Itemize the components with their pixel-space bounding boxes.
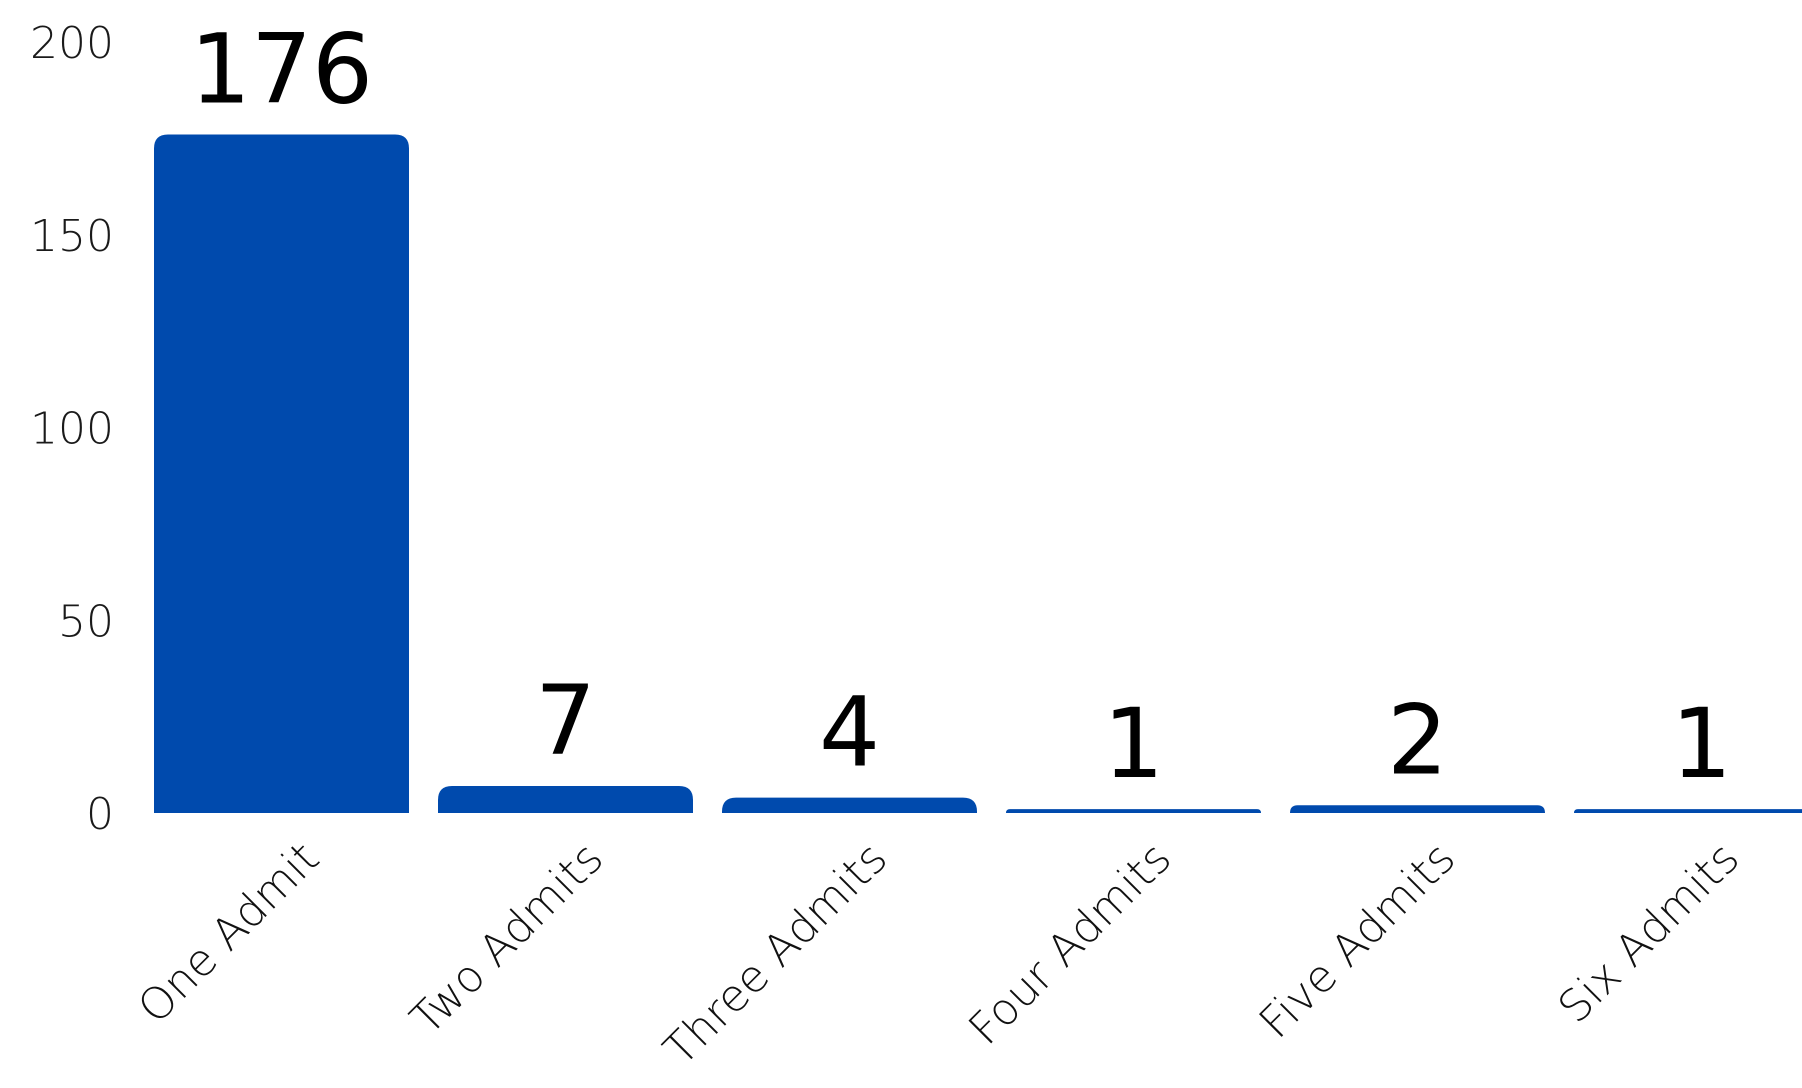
x-tick-label: Two Admits [401,833,613,1045]
data-label: 1 [1671,688,1732,800]
bar-six-admits [1574,809,1802,813]
x-tick-label: One Admit [128,833,329,1034]
data-label: 2 [1387,684,1448,796]
data-labels-group: 176 7 4 1 2 1 [190,14,1732,801]
bar-one-admit [154,134,409,813]
y-tick-label: 200 [30,18,114,69]
y-tick-label: 50 [58,596,114,647]
data-label: 176 [190,14,373,126]
bar-two-admits [438,786,693,813]
x-tick-label: Four Admits [959,833,1181,1055]
bar-three-admits [722,797,977,813]
x-tick-label: Six Admits [1549,833,1750,1034]
bars-group [154,134,1802,813]
data-label: 1 [1103,688,1164,800]
x-tick-label: Five Admits [1250,833,1466,1049]
x-tick-label: Three Admits [654,833,897,1076]
y-tick-label: 100 [30,404,114,455]
x-axis: One Admit Two Admits Three Admits Four Admi… [128,833,1749,1076]
y-tick-label: 0 [86,789,114,840]
y-tick-label: 150 [30,211,114,262]
bar-four-admits [1006,809,1261,813]
data-label: 7 [535,665,596,777]
bar-five-admits [1290,805,1545,813]
data-label: 4 [819,677,880,789]
y-axis: 0 50 100 150 200 [30,18,114,840]
